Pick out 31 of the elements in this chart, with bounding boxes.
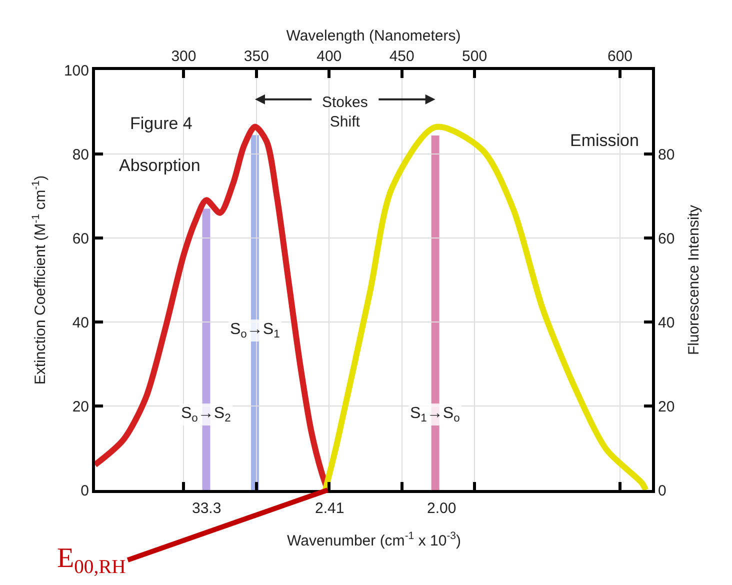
text: 33.3 xyxy=(192,500,222,517)
y2-tick-label: 40 xyxy=(658,314,675,332)
y2-axis-title: Fluorescence Intensity xyxy=(686,204,703,356)
ref-line-label: S$_{1}$→S$_{o}$ xyxy=(410,405,460,424)
x-axis-title: Wavelength (Nanometers) xyxy=(286,27,461,44)
text: 2.41 xyxy=(315,500,344,517)
ref-line-label: S$_{o}$→S$_{2}$ xyxy=(181,405,231,424)
text: 2.00 xyxy=(427,500,456,517)
x-tick-label: 300 xyxy=(171,48,196,65)
x-tick-label: 500 xyxy=(462,48,488,65)
ref-line-label: S$_{o}$→S$_{1}$ xyxy=(230,321,280,340)
annotation: Stokes Shift xyxy=(322,94,368,130)
y-tick-label: 40 xyxy=(72,314,89,332)
annotation: Absorption xyxy=(119,156,200,175)
y2-tick-label: 60 xyxy=(658,230,675,248)
x-tick-label: 350 xyxy=(244,48,269,65)
text: Wavenumber (cm$^{-1}$ x 10$^{-3}$) xyxy=(287,530,462,550)
y-tick-label: 80 xyxy=(72,146,89,164)
y-tick-label: 20 xyxy=(72,398,89,416)
y2-tick-label: 20 xyxy=(658,398,675,416)
y2-tick-label: 80 xyxy=(658,146,675,164)
x-tick-label: 450 xyxy=(389,48,414,65)
y-tick-label: 0 xyxy=(80,482,89,500)
annotation: Figure 4 xyxy=(130,114,192,133)
x-tick-label: 600 xyxy=(607,48,633,65)
annotation: Emission xyxy=(570,131,639,150)
y2-tick-label: 0 xyxy=(658,482,666,500)
x-tick-label: 400 xyxy=(316,48,342,65)
y-tick-label: 60 xyxy=(72,230,89,248)
annotation: E$_{00,RH}$ xyxy=(57,543,126,578)
y-tick-label: 100 xyxy=(64,62,89,80)
